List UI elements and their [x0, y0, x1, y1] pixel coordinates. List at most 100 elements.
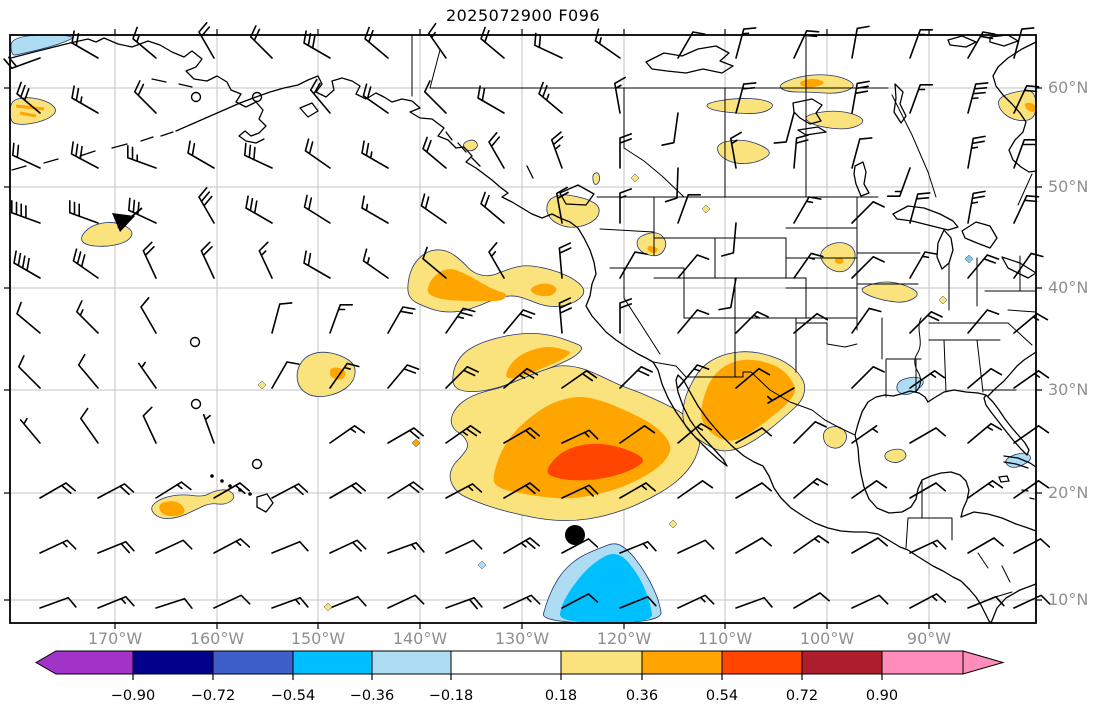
wind-barb — [11, 199, 41, 224]
wind-barb — [735, 482, 772, 499]
wind-barb — [851, 80, 870, 114]
wind-barb — [422, 246, 447, 279]
wind-barb — [303, 250, 331, 279]
wind-barb — [851, 537, 888, 554]
calm-wind-circle — [251, 458, 263, 470]
wind-barb — [445, 424, 482, 444]
lat-label: 20°N — [1048, 483, 1088, 502]
wind-barb — [480, 26, 505, 59]
contour-region-p1 — [820, 242, 856, 273]
wind-barb — [619, 482, 656, 499]
wind-barb — [619, 251, 648, 279]
wind-barb — [677, 254, 710, 279]
wind-barb — [677, 194, 702, 224]
colorbar-tick-label: 0.54 — [706, 688, 738, 704]
wind-barb — [793, 196, 822, 224]
wind-barb — [718, 277, 737, 311]
wind-barb — [967, 479, 1004, 499]
wind-barb — [735, 310, 769, 334]
wind-barb — [886, 167, 911, 197]
wind-barb — [329, 595, 367, 609]
wind-barb — [534, 32, 563, 59]
border-mexico — [652, 361, 856, 436]
wind-barb — [132, 26, 157, 59]
wind-barb — [677, 479, 714, 499]
wind-barb — [198, 22, 215, 59]
wind-barb — [677, 594, 715, 609]
colorbar-tick-label: −0.72 — [191, 688, 235, 704]
wind-barb — [851, 200, 885, 224]
wind-barb — [909, 539, 947, 554]
wind-barb — [967, 135, 986, 169]
wind-barb — [967, 190, 986, 224]
wind-barb — [249, 25, 273, 59]
wind-barb — [766, 387, 795, 404]
colorbar-segment — [212, 650, 294, 675]
wind-barb — [558, 297, 572, 334]
wind-barb — [271, 540, 309, 554]
tiny-contour-speck — [668, 519, 678, 529]
base-map — [10, 34, 1037, 624]
wind-barb — [677, 31, 706, 59]
wind-barb — [550, 131, 564, 169]
contour-region-m2 — [559, 554, 653, 623]
coastline-gulf-north — [854, 389, 987, 436]
wind-barb — [213, 594, 251, 609]
lon-label: 90°W — [907, 629, 951, 648]
wind-barb — [851, 479, 888, 499]
wind-barb — [422, 136, 447, 169]
wind-barb — [967, 595, 1005, 609]
wind-barb — [70, 141, 99, 169]
colorbar-segment — [721, 650, 803, 675]
colorbar-segment — [641, 650, 723, 675]
wind-barb — [1013, 369, 1050, 389]
wind-barb — [198, 187, 215, 224]
wind-barb — [793, 592, 830, 609]
wind-barb — [387, 594, 425, 609]
colorbar-segment — [560, 650, 643, 675]
tiny-contour-speck — [257, 380, 267, 390]
wind-barb — [558, 242, 572, 279]
wind-barb — [387, 481, 424, 499]
wind-barb — [555, 186, 569, 224]
wind-barb — [561, 484, 599, 499]
lon-label: 100°W — [800, 629, 855, 648]
colorbar-segment — [801, 650, 883, 675]
wind-barb — [619, 188, 633, 224]
wind-barb — [967, 82, 989, 114]
border-us-west — [599, 196, 858, 378]
lake-erie — [1001, 256, 1037, 279]
wind-barb — [793, 477, 829, 499]
wind-barb — [851, 25, 870, 59]
coastline-costa-rica — [990, 583, 1037, 624]
colorbar-segment — [132, 650, 214, 675]
tiny-contour-speck — [411, 438, 421, 448]
contour-region-p1 — [636, 232, 667, 257]
wind-barb — [503, 427, 540, 444]
lat-label: 50°N — [1048, 177, 1088, 196]
colorbar-segment — [881, 650, 964, 675]
wind-barb — [613, 76, 626, 114]
wind-barb — [793, 534, 830, 554]
wind-barb — [445, 539, 483, 554]
colorbar-tick-label: −0.90 — [111, 688, 155, 704]
axes-frame — [4, 29, 1042, 629]
contour-region-p2 — [427, 269, 507, 301]
lake-superior — [892, 205, 959, 231]
map-markers — [112, 91, 974, 612]
calm-wind-circle — [190, 91, 202, 103]
wind-barb — [155, 481, 192, 499]
wind-barb — [661, 112, 679, 147]
wind-barb — [271, 302, 293, 334]
wind-barb — [1013, 312, 1049, 334]
colorbar-tick-label: −0.54 — [271, 688, 315, 704]
colorbar-segment — [371, 650, 452, 675]
contour-region-p1 — [884, 448, 907, 463]
wind-barb — [362, 248, 389, 279]
wind-barb — [445, 483, 483, 499]
wind-barb — [793, 312, 829, 334]
tiny-contour-speck — [701, 204, 711, 214]
contour-region-p2 — [647, 246, 658, 253]
wind-barb — [1013, 479, 1050, 499]
